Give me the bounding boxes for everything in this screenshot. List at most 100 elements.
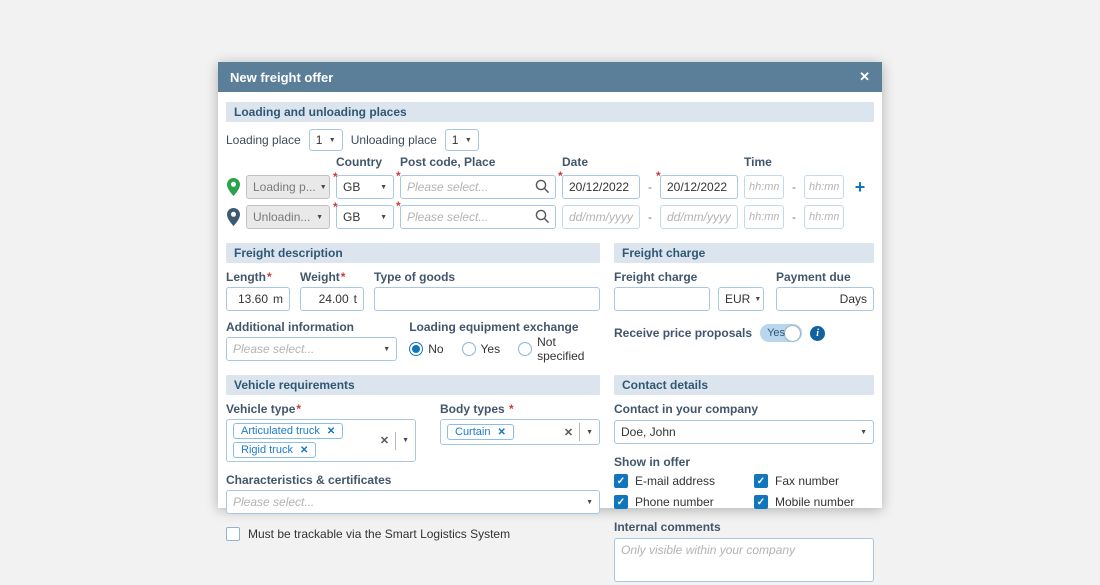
loading-equipment-exchange-label: Loading equipment exchange bbox=[409, 320, 579, 334]
additional-information-select[interactable]: Please select... ▼ bbox=[226, 337, 398, 361]
unloading-place-search: * bbox=[396, 199, 556, 229]
column-header-country: Country bbox=[336, 155, 382, 169]
show-fax-option[interactable]: ✓ Fax number bbox=[754, 474, 874, 488]
body-type-tag: Curtain ✕ bbox=[447, 424, 514, 440]
show-email-option[interactable]: ✓ E-mail address bbox=[614, 474, 754, 488]
type-of-goods-input[interactable] bbox=[374, 287, 600, 311]
section-header-freight-description: Freight description bbox=[226, 243, 600, 263]
close-icon[interactable]: ✕ bbox=[859, 69, 870, 84]
contact-in-company-label: Contact in your company bbox=[614, 402, 759, 416]
length-unit: m bbox=[273, 292, 283, 306]
required-marker: * bbox=[267, 270, 272, 284]
chevron-down-icon[interactable]: ▼ bbox=[586, 428, 593, 436]
contact-select[interactable]: Doe, John ▼ bbox=[614, 420, 874, 444]
radio-option-not-specified[interactable]: Not specified bbox=[518, 335, 600, 363]
unloading-date-to-input[interactable] bbox=[660, 205, 738, 229]
unloading-date-from-input[interactable] bbox=[562, 205, 640, 229]
chevron-down-icon: ▼ bbox=[464, 136, 472, 144]
radio-option-no[interactable]: No bbox=[409, 342, 444, 356]
loading-place-search: * bbox=[396, 169, 556, 199]
required-marker: * bbox=[396, 169, 401, 183]
show-mobile-option[interactable]: ✓ Mobile number bbox=[754, 495, 874, 509]
loading-place-search-input[interactable] bbox=[400, 175, 556, 199]
section-header-freight-charge: Freight charge bbox=[614, 243, 874, 263]
unloading-country-select[interactable]: * GB ▼ bbox=[333, 200, 394, 229]
clear-all-icon[interactable]: ✕ bbox=[563, 426, 574, 439]
loading-country-select[interactable]: * GB ▼ bbox=[333, 170, 394, 199]
unloading-time-from-input[interactable] bbox=[744, 205, 784, 229]
unloading-place-count-select[interactable]: 1 ▼ bbox=[444, 129, 479, 151]
characteristics-label: Characteristics & certificates bbox=[226, 473, 392, 487]
chevron-down-icon: ▼ bbox=[860, 428, 867, 436]
vehicle-type-label: Vehicle type* bbox=[226, 402, 302, 416]
place-count-selectors: Loading place 1 ▼ Unloading place 1 ▼ bbox=[226, 129, 874, 151]
date-range-separator: - bbox=[648, 180, 652, 194]
length-field[interactable]: 13.60 m bbox=[226, 287, 290, 311]
chevron-down-icon: ▼ bbox=[383, 345, 391, 353]
date-range-separator: - bbox=[648, 210, 652, 224]
unloading-place-search-input[interactable] bbox=[400, 205, 556, 229]
vehicle-type-tag: Rigid truck ✕ bbox=[233, 442, 317, 458]
checkbox-checked-icon: ✓ bbox=[614, 474, 628, 488]
chevron-down-icon: ▼ bbox=[316, 213, 323, 221]
required-marker: * bbox=[396, 199, 401, 213]
body-types-multiselect[interactable]: Curtain ✕ ✕ ▼ bbox=[440, 419, 600, 445]
trackable-label: Must be trackable via the Smart Logistic… bbox=[248, 527, 511, 541]
remove-tag-icon[interactable]: ✕ bbox=[299, 444, 309, 456]
internal-comments-textarea[interactable] bbox=[614, 538, 874, 582]
payment-due-field[interactable]: Days bbox=[776, 287, 874, 311]
payment-due-label: Payment due bbox=[776, 270, 851, 284]
column-header-date: Date bbox=[562, 155, 589, 169]
section-header-places: Loading and unloading places bbox=[226, 102, 874, 122]
remove-tag-icon[interactable]: ✕ bbox=[326, 425, 336, 437]
unloading-time-to-input[interactable] bbox=[804, 205, 844, 229]
loading-place-label: Loading place bbox=[226, 133, 301, 147]
weight-value: 24.00 bbox=[318, 292, 349, 306]
chevron-down-icon: ▼ bbox=[754, 295, 762, 303]
show-in-offer-label: Show in offer bbox=[614, 455, 690, 469]
loading-type-select[interactable]: Loading p... ▼ bbox=[246, 175, 330, 199]
dialog-content: Loading and unloading places Loading pla… bbox=[218, 92, 882, 585]
dialog-titlebar: New freight offer ✕ bbox=[218, 62, 882, 92]
loading-pin-icon bbox=[226, 178, 240, 196]
characteristics-select[interactable]: Please select... ▼ bbox=[226, 490, 600, 514]
loading-equipment-exchange-radios: No Yes Not specified bbox=[409, 335, 600, 363]
section-header-contact-details: Contact details bbox=[614, 375, 874, 395]
unloading-type-select[interactable]: Unloadin... ▼ bbox=[246, 205, 330, 229]
loading-time-from-input[interactable] bbox=[744, 175, 784, 199]
currency-select[interactable]: EUR ▼ bbox=[718, 287, 764, 311]
freight-charge-label: Freight charge bbox=[614, 270, 698, 284]
loading-date-from-input[interactable] bbox=[562, 175, 640, 199]
add-place-button[interactable]: + bbox=[854, 177, 866, 197]
divider bbox=[579, 423, 581, 441]
body-types-label: Body types * bbox=[440, 402, 514, 416]
loading-time-to-input[interactable] bbox=[804, 175, 844, 199]
receive-price-proposals-toggle[interactable]: Yes bbox=[760, 324, 803, 342]
time-range-separator: - bbox=[792, 180, 796, 194]
search-icon[interactable] bbox=[535, 179, 550, 197]
loading-place-count-select[interactable]: 1 ▼ bbox=[308, 129, 343, 151]
vehicle-type-multiselect[interactable]: Articulated truck ✕ Rigid truck ✕ ✕ bbox=[226, 419, 416, 462]
trackable-checkbox[interactable] bbox=[226, 527, 240, 541]
additional-information-label: Additional information bbox=[226, 320, 354, 334]
search-icon[interactable] bbox=[535, 209, 550, 227]
chevron-down-icon: ▼ bbox=[380, 213, 387, 221]
chevron-down-icon[interactable]: ▼ bbox=[402, 437, 409, 444]
checkbox-checked-icon: ✓ bbox=[614, 495, 628, 509]
unloading-pin-icon bbox=[226, 208, 240, 226]
length-value: 13.60 bbox=[237, 292, 268, 306]
payment-due-unit: Days bbox=[839, 292, 867, 306]
show-in-offer-options: ✓ E-mail address ✓ Fax number ✓ Phone nu… bbox=[614, 474, 874, 509]
info-icon[interactable]: i bbox=[810, 325, 826, 341]
required-marker: * bbox=[340, 270, 346, 284]
column-header-time: Time bbox=[744, 155, 772, 169]
radio-option-yes[interactable]: Yes bbox=[461, 342, 500, 356]
weight-field[interactable]: 24.00 t bbox=[300, 287, 364, 311]
clear-all-icon[interactable]: ✕ bbox=[379, 435, 390, 447]
show-phone-option[interactable]: ✓ Phone number bbox=[614, 495, 754, 509]
freight-charge-input[interactable] bbox=[614, 287, 710, 311]
chevron-down-icon: ▼ bbox=[328, 136, 336, 144]
weight-label: Weight* bbox=[300, 270, 346, 284]
loading-date-to-input[interactable] bbox=[660, 175, 738, 199]
remove-tag-icon[interactable]: ✕ bbox=[497, 426, 506, 438]
